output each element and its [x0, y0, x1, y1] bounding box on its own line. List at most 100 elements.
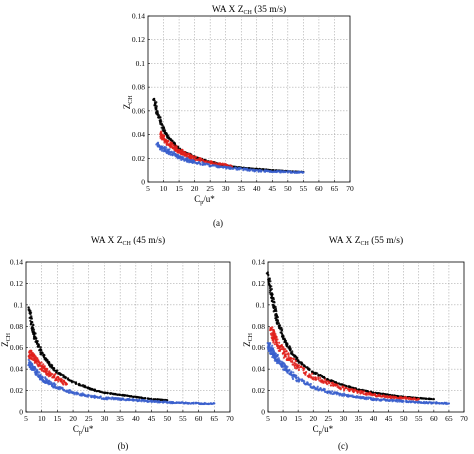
data-point	[160, 123, 163, 126]
data-point	[90, 387, 93, 391]
data-point	[337, 385, 340, 388]
data-point	[282, 346, 285, 349]
data-point	[152, 400, 156, 403]
y-tick-label: 0.04	[10, 365, 23, 374]
data-point	[272, 306, 276, 310]
x-tick-label: 50	[400, 414, 408, 423]
data-point	[353, 389, 357, 392]
data-point	[155, 101, 158, 104]
data-point	[425, 401, 428, 404]
data-point	[116, 393, 119, 396]
data-point	[293, 364, 296, 368]
x-tick-label: 65	[211, 414, 219, 423]
x-tick-label: 10	[160, 184, 168, 193]
data-point	[286, 370, 289, 373]
data-point	[319, 376, 322, 380]
data-point	[307, 376, 310, 379]
data-point	[385, 395, 388, 398]
x-tick-label: 30	[340, 414, 348, 423]
data-point	[221, 163, 224, 166]
data-point	[100, 397, 103, 400]
series-2	[266, 341, 451, 406]
data-point	[274, 338, 277, 341]
data-point	[272, 298, 275, 301]
data-point	[379, 399, 382, 402]
x-tick-label: 60	[195, 414, 203, 423]
data-point	[159, 398, 162, 402]
data-point	[165, 143, 168, 146]
y-tick-label: 0.14	[132, 12, 145, 21]
data-point	[297, 379, 300, 382]
data-point	[156, 112, 159, 116]
data-point	[287, 355, 290, 358]
x-tick-label: 25	[325, 414, 333, 423]
panel-caption: (c)	[338, 441, 348, 451]
data-point	[290, 374, 293, 377]
x-tick-label: 65	[445, 414, 453, 423]
data-point	[159, 121, 162, 124]
data-point	[297, 364, 301, 367]
data-point	[194, 402, 197, 405]
data-point	[172, 400, 175, 404]
data-point	[39, 368, 42, 371]
x-axis-label: Cp/u*	[313, 424, 334, 436]
data-point	[55, 378, 59, 382]
data-point	[356, 391, 359, 394]
data-point	[297, 170, 300, 173]
data-point	[274, 313, 277, 316]
y-tick-label: 0.08	[132, 83, 145, 92]
data-point	[305, 383, 309, 386]
data-point	[138, 396, 141, 399]
data-point	[317, 376, 320, 379]
data-point	[76, 392, 79, 395]
data-point	[211, 164, 214, 167]
data-point	[182, 151, 185, 154]
x-tick-label: 45	[269, 184, 277, 193]
data-point	[90, 396, 93, 399]
data-point	[169, 144, 172, 147]
y-tick-label: 0.02	[10, 386, 23, 395]
data-point	[328, 381, 331, 384]
data-point	[29, 323, 32, 326]
data-point	[36, 371, 39, 374]
data-point	[268, 343, 272, 346]
data-point	[288, 369, 291, 372]
data-point	[286, 345, 289, 348]
data-point	[287, 353, 290, 356]
data-point	[43, 365, 46, 368]
data-point	[167, 153, 171, 156]
series-2	[27, 358, 216, 406]
data-point	[289, 371, 292, 375]
data-point	[371, 393, 374, 396]
data-point	[48, 382, 52, 386]
data-point	[268, 278, 271, 281]
data-point	[151, 400, 154, 403]
data-point	[38, 364, 41, 367]
data-point	[273, 351, 276, 354]
data-point	[303, 364, 306, 367]
data-point	[184, 151, 187, 154]
data-point	[408, 396, 411, 399]
y-tick-label: 0.14	[10, 258, 23, 267]
x-tick-label: 5	[146, 184, 150, 193]
x-tick-label: 35	[355, 414, 363, 423]
data-point	[438, 402, 441, 405]
data-point	[166, 399, 169, 402]
data-point	[273, 309, 277, 313]
panel-caption: (b)	[118, 441, 129, 451]
data-point	[147, 400, 150, 403]
chart-title: WA X ZCH (55 m/s)	[329, 235, 403, 247]
data-point	[424, 397, 428, 400]
data-point	[421, 401, 424, 405]
plot-area	[267, 261, 465, 413]
data-point	[289, 349, 292, 352]
data-point	[268, 287, 272, 290]
data-point	[286, 171, 289, 174]
data-point	[191, 161, 194, 164]
data-point	[445, 402, 448, 406]
data-point	[291, 353, 294, 356]
data-point	[275, 335, 278, 339]
data-point	[271, 344, 274, 347]
y-tick-label: 0	[261, 408, 265, 417]
data-point	[46, 367, 49, 371]
